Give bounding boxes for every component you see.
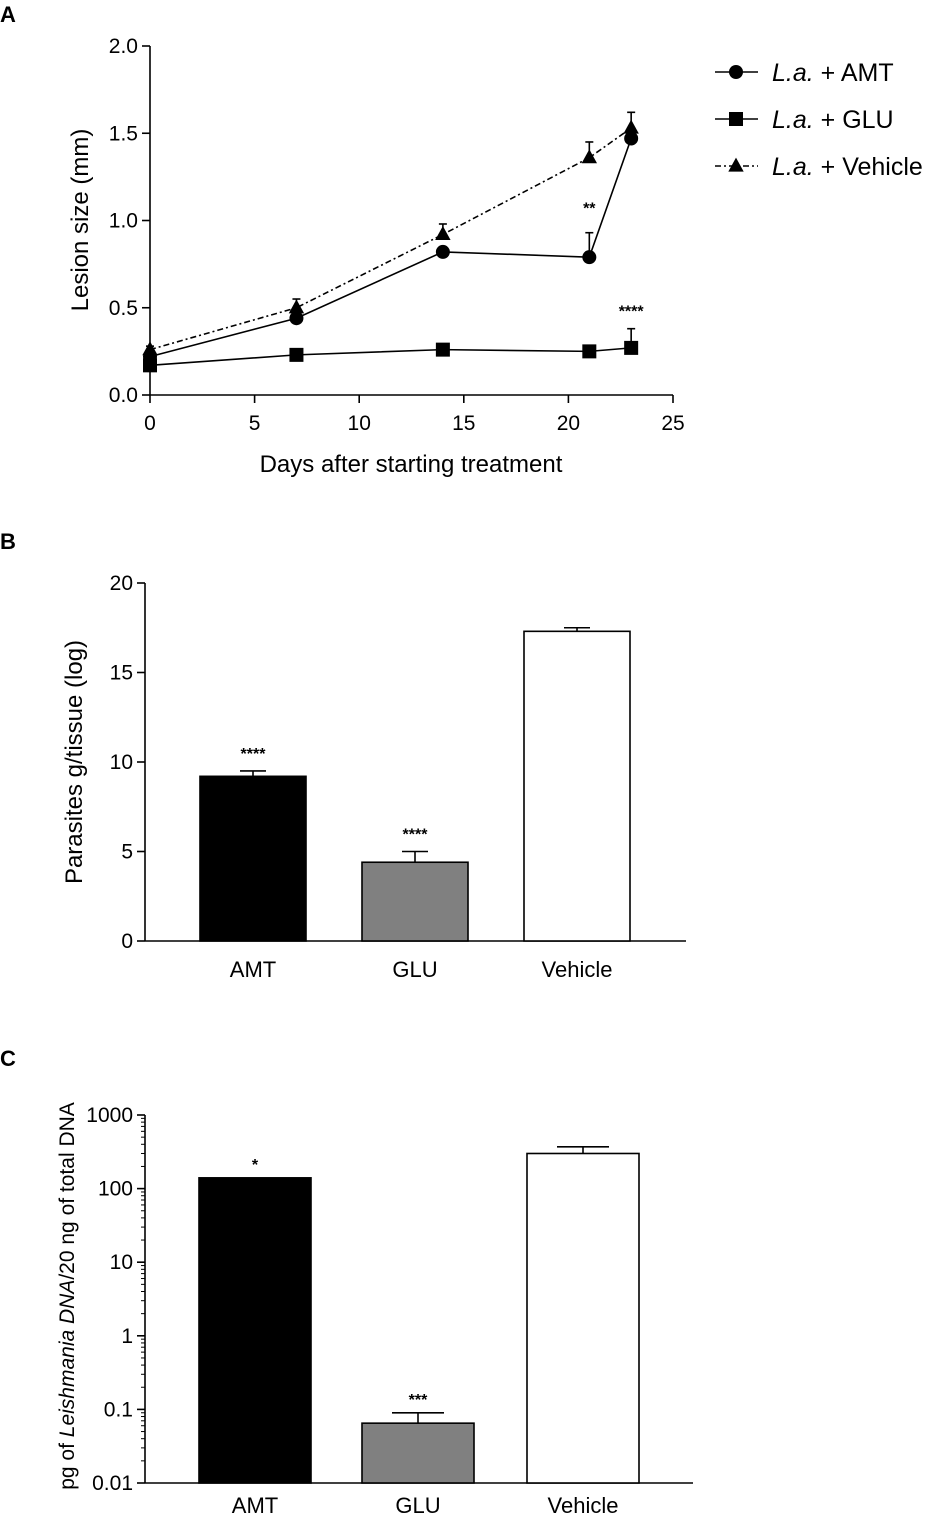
x-tick-label: 25 <box>661 412 684 435</box>
y-tick-label: 0.1 <box>104 1398 133 1421</box>
y-tick-label: 0.01 <box>92 1472 133 1495</box>
y-tick-label: 10 <box>110 751 133 774</box>
y-tick-label: 0.0 <box>109 384 138 407</box>
legend-entry: L.a. + GLU <box>715 106 894 134</box>
panel-c-log-bar-chart: 0.01 0.1 1 10 100 1000 pg of Leishmania DNA/20… <box>56 1102 693 1518</box>
significance-label: * <box>252 1157 259 1174</box>
y-tick-label: 100 <box>98 1178 133 1201</box>
category-label: GLU <box>395 1493 440 1518</box>
x-tick-label: 0 <box>144 412 156 435</box>
series-line <box>149 127 632 351</box>
significance-label: **** <box>241 746 267 763</box>
x-tick-label: 20 <box>557 412 580 435</box>
y-tick-label: 10 <box>110 1251 133 1274</box>
significance-label: **** <box>619 303 645 320</box>
category-label: Vehicle <box>542 957 613 982</box>
y-tick-label: 5 <box>121 841 133 864</box>
bar <box>361 1422 475 1484</box>
bar <box>526 1152 640 1484</box>
panel-b-bar-chart: 0 5 10 15 20 Parasites g/tissue (log) **** AMT *… <box>61 572 686 982</box>
bar <box>361 861 469 942</box>
data-point <box>435 226 451 241</box>
x-tick-label: 10 <box>348 412 371 435</box>
panel-b-letter: B <box>0 529 16 554</box>
significance-label: **** <box>403 827 429 844</box>
panel-c-letter: C <box>0 1046 16 1071</box>
y-tick-label: 0 <box>121 930 133 953</box>
significance-label: *** <box>409 1392 428 1409</box>
bar <box>199 775 307 942</box>
category-label: Vehicle <box>548 1493 619 1518</box>
y-axis-label: Lesion size (mm) <box>67 129 94 312</box>
series-square <box>143 327 639 373</box>
category-label: AMT <box>232 1493 278 1518</box>
data-point <box>435 244 450 259</box>
legend-marker <box>728 157 744 172</box>
significance-label: ** <box>583 201 596 218</box>
bar <box>523 630 631 942</box>
y-tick-label: 1.0 <box>109 210 138 233</box>
data-point <box>288 299 305 314</box>
data-point <box>624 131 639 146</box>
bar <box>198 1177 312 1484</box>
y-axis-label: Parasites g/tissue (log) <box>61 640 88 884</box>
y-tick-label: 1 <box>121 1325 133 1348</box>
series-triangle <box>142 111 639 356</box>
data-point <box>582 344 597 359</box>
series-circle <box>143 131 639 364</box>
legend-entry: L.a. + Vehicle <box>715 153 923 181</box>
y-tick-label: 1000 <box>86 1104 133 1127</box>
data-point <box>435 342 450 357</box>
y-tick-label: 20 <box>110 572 133 595</box>
y-tick-label: 0.5 <box>109 297 138 320</box>
data-point <box>582 250 597 265</box>
y-tick-label: 15 <box>110 662 133 685</box>
legend-label: L.a. + AMT <box>772 59 894 87</box>
y-tick-label: 1.5 <box>109 122 138 145</box>
data-point <box>289 347 304 362</box>
data-point <box>623 119 639 134</box>
legend-marker <box>729 65 743 79</box>
series-line <box>149 138 632 358</box>
category-label: GLU <box>392 957 437 982</box>
data-point <box>143 349 157 364</box>
data-point <box>289 311 304 326</box>
legend-entry: L.a. + AMT <box>715 59 894 87</box>
y-tick-label: 2.0 <box>109 35 138 58</box>
legend-label: L.a. + GLU <box>772 106 894 134</box>
x-tick-label: 15 <box>452 412 475 435</box>
panel-a-line-chart: 0 5 10 15 20 25 0.0 0.5 1.0 1.5 2.0 Days after star… <box>67 35 923 478</box>
series-line <box>149 347 632 367</box>
data-point <box>624 340 639 355</box>
x-tick-label: 5 <box>249 412 261 435</box>
legend-marker <box>729 112 743 126</box>
legend-label: L.a. + Vehicle <box>772 153 923 181</box>
category-label: AMT <box>230 957 276 982</box>
x-axis-label: Days after starting treatment <box>260 451 563 478</box>
y-axis-label: pg of Leishmania DNA/20 ng of total DNA <box>56 1102 79 1490</box>
data-point <box>581 149 598 164</box>
panel-a-letter: A <box>0 2 16 27</box>
